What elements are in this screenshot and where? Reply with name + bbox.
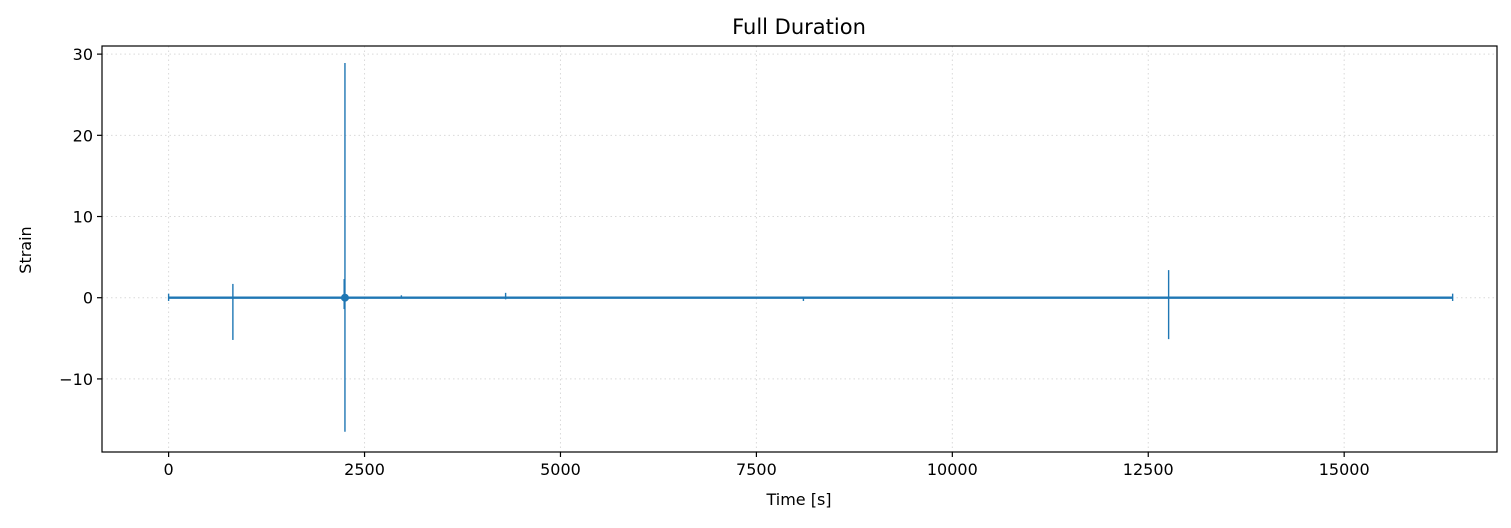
x-tick-label: 12500 <box>1123 460 1174 479</box>
y-tick-label: 30 <box>73 45 93 64</box>
x-tick-label: 2500 <box>344 460 385 479</box>
x-tick-label: 10000 <box>927 460 978 479</box>
axis-ticks: 0 2500 5000 7500 10000 12500 15000 −10 0 10 20 30 <box>59 45 1369 479</box>
data-series <box>167 63 1454 432</box>
y-tick-label: 0 <box>83 289 93 308</box>
x-tick-label: 15000 <box>1319 460 1370 479</box>
chart-title: Full Duration <box>732 15 866 39</box>
y-tick-label: 10 <box>73 208 93 227</box>
plot-area-frame <box>101 45 1498 453</box>
y-tick-label: 20 <box>73 126 93 145</box>
x-tick-label: 5000 <box>540 460 581 479</box>
y-tick-label: −10 <box>59 370 93 389</box>
x-axis-label: Time [s] <box>765 490 831 509</box>
signal-burst-point <box>340 293 349 302</box>
y-axis-label: Strain <box>16 226 35 273</box>
x-tick-label: 0 <box>164 460 174 479</box>
x-tick-label: 7500 <box>736 460 777 479</box>
